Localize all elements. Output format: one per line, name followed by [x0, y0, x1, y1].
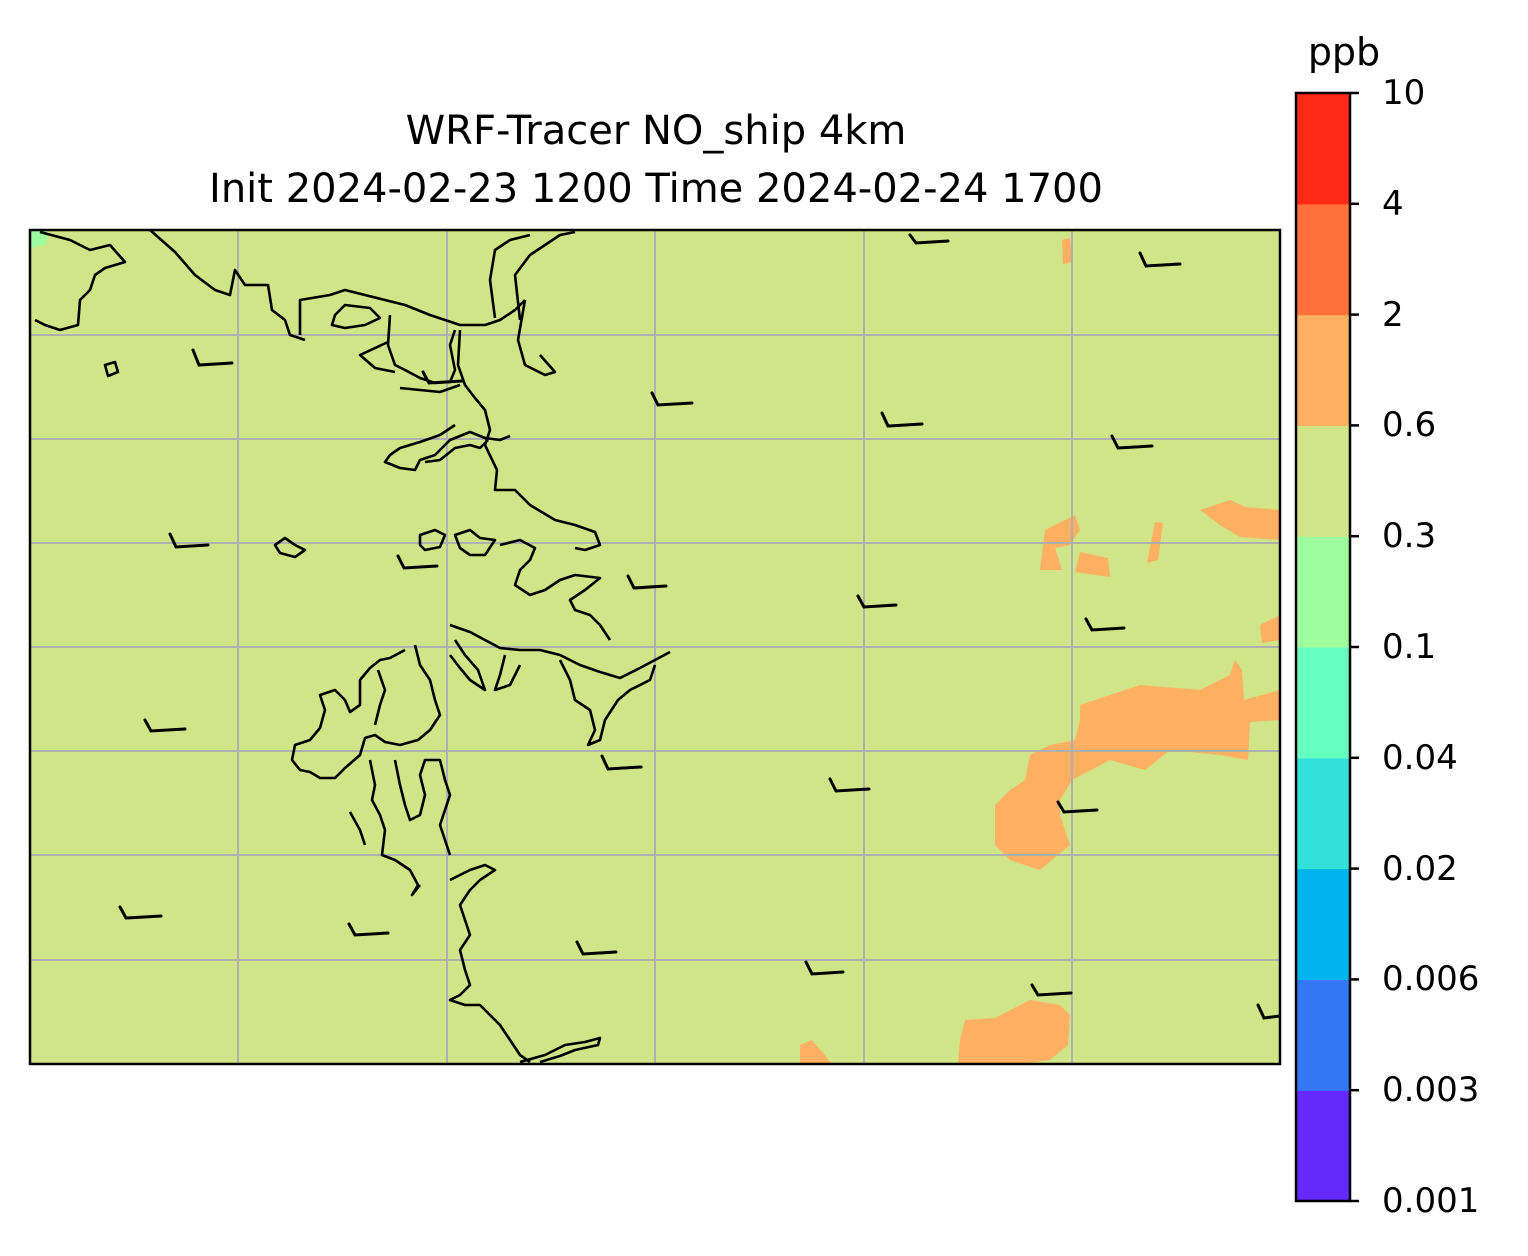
- colorbar-segment-8: [1296, 314, 1350, 426]
- wind-barb-15: [828, 777, 871, 793]
- coastlines: [34, 230, 671, 1064]
- coastline-island-small: [273, 536, 307, 559]
- wind-barb-12: [1084, 617, 1126, 632]
- wind-barb-3: [650, 391, 694, 407]
- wind-barbs: [118, 233, 1280, 1020]
- coastline-peninsula-b: [358, 340, 396, 374]
- gridlines: [30, 230, 1280, 1064]
- coastline-island-a: [399, 383, 461, 394]
- colorbar-tick-label: 10: [1382, 73, 1426, 113]
- wind-barb-10: [626, 574, 668, 590]
- wind-barb-5: [1110, 434, 1154, 450]
- patch-east-edge-b: [1252, 692, 1280, 720]
- wind-barb-13: [143, 718, 187, 733]
- coastline-delta-a: [449, 623, 671, 680]
- chart-title-line-2: Init 2024-02-23 1200 Time 2024-02-24 170…: [209, 166, 1103, 212]
- wind-barb-9: [396, 554, 439, 570]
- coastline-west-inner: [373, 669, 387, 726]
- colorbar: [1294, 91, 1359, 1203]
- patch-bottom-mid: [800, 1040, 832, 1064]
- patch-top-right: [1062, 238, 1072, 264]
- patch-east-edge-a: [1260, 615, 1280, 643]
- colorbar-segment-10: [1296, 93, 1350, 205]
- coastline-inlet: [330, 303, 382, 330]
- wind-barb-22: [1256, 1003, 1280, 1020]
- colorbar-segment-5: [1296, 647, 1350, 759]
- map-frame: [28, 228, 1282, 1066]
- coastline-delta-d: [558, 659, 657, 747]
- patch-east-large: [995, 660, 1280, 870]
- coastline-lower-bay-a: [418, 528, 447, 552]
- wind-barb-21: [1030, 983, 1073, 997]
- coastline-river-south: [368, 759, 422, 897]
- wind-barb-17: [118, 905, 163, 920]
- coastline-river-a: [488, 233, 531, 319]
- wind-barb-16: [1056, 800, 1099, 814]
- colorbar-segment-9: [1296, 203, 1350, 316]
- colorbar-tick-label: 2: [1382, 294, 1404, 335]
- patch-bottom-right: [958, 1000, 1070, 1064]
- colorbar-tick-label: 0.3: [1382, 516, 1437, 557]
- coastline-river-south-b: [393, 758, 452, 856]
- coastline-delta-c: [493, 654, 522, 692]
- wind-barb-20: [804, 960, 845, 976]
- coastline-north-shore: [149, 230, 306, 342]
- coastline-river-b: [513, 230, 576, 321]
- coastline-south-shore: [448, 863, 531, 1064]
- coastline-west-shore: [290, 644, 442, 780]
- coastline-south-spit: [519, 1036, 602, 1064]
- wind-barb-7: [1138, 251, 1182, 268]
- colorbar-unit-label: ppb: [1307, 30, 1381, 74]
- coastline-middle-bay: [383, 423, 511, 472]
- coastline-lower-bay-b: [453, 528, 497, 557]
- wind-barb-14: [600, 754, 643, 771]
- coastline-north-bay: [34, 230, 127, 332]
- colorbar-segment-2: [1296, 979, 1350, 1091]
- colorbar-tick-label: 0.02: [1382, 848, 1458, 889]
- colorbar-segment-1: [1296, 1090, 1350, 1202]
- wind-barb-8: [168, 532, 210, 549]
- coastline-river-c: [516, 299, 557, 377]
- colorbar-tick-label: 0.04: [1382, 737, 1458, 778]
- colorbar-tick-label: 4: [1382, 183, 1404, 224]
- wind-barb-11: [856, 594, 898, 609]
- wind-barb-2: [421, 370, 464, 385]
- patch-east-upper-right: [1200, 500, 1280, 540]
- wind-barb-6: [908, 233, 950, 245]
- colorbar-segment-7: [1296, 425, 1350, 537]
- coastline-main-bay-a: [298, 288, 526, 335]
- colorbar-segment-3: [1296, 868, 1350, 980]
- wind-barb-4: [880, 411, 924, 428]
- colorbar-tick-label: 0.6: [1382, 405, 1437, 446]
- wind-barb-19: [575, 940, 618, 956]
- colorbar-segment-6: [1296, 536, 1350, 648]
- coastline-island-west: [103, 360, 120, 378]
- colorbar-segment-4: [1296, 757, 1350, 870]
- colorbar-tick-label: 0.001: [1382, 1181, 1480, 1221]
- coastline-west-bay-low: [348, 811, 367, 846]
- chart-title-line-1: WRF-Tracer NO_ship 4km: [405, 108, 907, 154]
- coastline-lower-bay-c: [499, 538, 612, 641]
- colorbar-tick-label: 0.003: [1382, 1070, 1480, 1111]
- wind-barb-1: [191, 348, 234, 367]
- patch-top-left-corner: [30, 230, 48, 248]
- coastline-middle-west: [424, 439, 489, 464]
- coastline-peninsula: [456, 329, 602, 552]
- patch-east-small-a: [1075, 552, 1110, 577]
- wind-barb-18: [347, 922, 390, 937]
- colorbar-tick-label: 0.1: [1382, 627, 1437, 667]
- coastline-delta-b: [448, 639, 487, 692]
- colorbar-tick-label: 0.006: [1382, 959, 1480, 1000]
